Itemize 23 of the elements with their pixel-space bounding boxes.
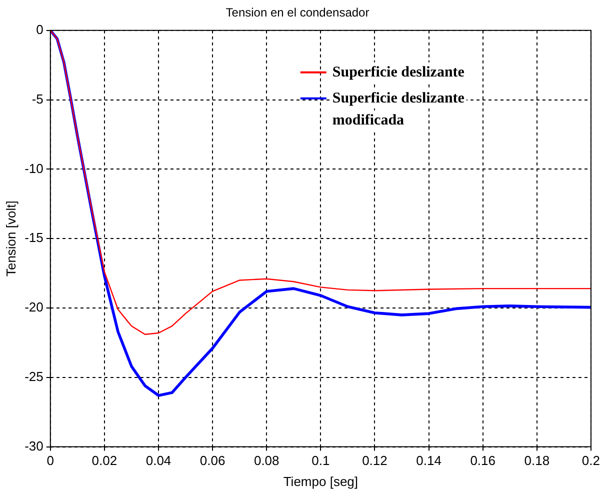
x-tick-label: 0.04 [146,453,172,468]
x-tick-label: 0.1 [312,453,330,468]
x-tick-label: 0.14 [416,453,442,468]
x-tick-label: 0.16 [470,453,496,468]
chart-title: Tension en el condensador [226,6,370,20]
y-axis-title: Tension [volt] [3,200,18,277]
y-tick-label: -25 [24,368,44,384]
y-tick-label: -10 [24,160,44,176]
x-tick-label: 0.12 [362,453,388,468]
x-tick-label: 0 [46,453,54,468]
y-tick-label: -20 [24,300,44,315]
y-tick-label: -15 [24,230,44,246]
y-tick-label: 0 [36,22,44,37]
legend-label: Superficie deslizante [332,64,465,80]
x-axis-title: Tiempo [seg] [283,474,358,489]
y-tick-label: -5 [32,91,44,106]
y-tick-label: -30 [24,438,44,454]
x-tick-label: 0.18 [524,453,550,468]
x-tick-label: 0.08 [254,453,280,468]
legend-label: Superficie deslizante modificada [332,90,465,128]
x-tick-label: 0.2 [582,453,600,468]
x-tick-label: 0.02 [92,453,118,468]
x-tick-label: 0.06 [200,453,226,468]
